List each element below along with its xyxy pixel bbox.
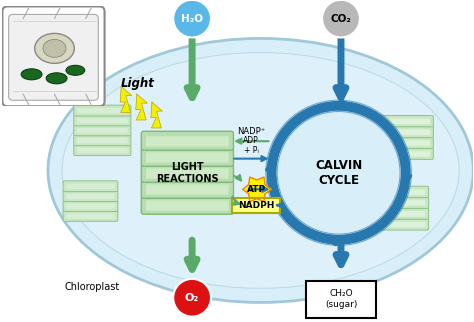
- FancyBboxPatch shape: [141, 195, 234, 214]
- FancyBboxPatch shape: [381, 116, 433, 127]
- FancyBboxPatch shape: [141, 179, 234, 198]
- FancyBboxPatch shape: [376, 186, 428, 197]
- FancyBboxPatch shape: [384, 151, 430, 157]
- Ellipse shape: [66, 65, 85, 75]
- Text: CH₂O
(sugar): CH₂O (sugar): [325, 289, 357, 309]
- FancyBboxPatch shape: [9, 14, 98, 100]
- FancyBboxPatch shape: [376, 197, 428, 208]
- FancyBboxPatch shape: [380, 222, 425, 227]
- FancyBboxPatch shape: [141, 147, 234, 166]
- FancyBboxPatch shape: [2, 6, 105, 106]
- FancyBboxPatch shape: [66, 204, 115, 209]
- Ellipse shape: [35, 33, 74, 63]
- Text: O₂: O₂: [185, 293, 199, 303]
- FancyBboxPatch shape: [146, 184, 229, 195]
- FancyBboxPatch shape: [146, 200, 229, 211]
- FancyBboxPatch shape: [63, 211, 118, 221]
- FancyBboxPatch shape: [141, 163, 234, 182]
- FancyBboxPatch shape: [63, 201, 118, 212]
- FancyBboxPatch shape: [77, 108, 128, 113]
- FancyBboxPatch shape: [74, 105, 131, 116]
- Text: LIGHT
REACTIONS: LIGHT REACTIONS: [156, 162, 219, 184]
- FancyBboxPatch shape: [146, 152, 229, 163]
- Ellipse shape: [46, 73, 67, 84]
- Circle shape: [173, 0, 211, 37]
- FancyBboxPatch shape: [146, 168, 229, 179]
- Text: Light: Light: [121, 77, 155, 90]
- Polygon shape: [120, 87, 132, 112]
- FancyBboxPatch shape: [380, 200, 425, 206]
- FancyBboxPatch shape: [74, 125, 131, 136]
- FancyBboxPatch shape: [63, 191, 118, 202]
- Text: CO₂: CO₂: [330, 14, 351, 24]
- Ellipse shape: [48, 38, 474, 302]
- Text: CALVIN
CYCLE: CALVIN CYCLE: [315, 159, 362, 187]
- FancyBboxPatch shape: [381, 137, 433, 148]
- FancyBboxPatch shape: [74, 115, 131, 126]
- FancyBboxPatch shape: [63, 181, 118, 192]
- FancyBboxPatch shape: [384, 118, 430, 124]
- Text: Chloroplast: Chloroplast: [64, 282, 120, 292]
- FancyBboxPatch shape: [77, 118, 128, 123]
- Ellipse shape: [62, 52, 459, 288]
- FancyBboxPatch shape: [74, 145, 131, 156]
- FancyBboxPatch shape: [66, 213, 115, 219]
- FancyBboxPatch shape: [376, 219, 428, 230]
- FancyBboxPatch shape: [66, 194, 115, 199]
- Text: H₂O: H₂O: [181, 14, 203, 24]
- FancyBboxPatch shape: [381, 148, 433, 159]
- Polygon shape: [151, 102, 162, 128]
- FancyArrowPatch shape: [55, 62, 78, 104]
- Ellipse shape: [21, 69, 42, 80]
- FancyBboxPatch shape: [384, 129, 430, 135]
- FancyBboxPatch shape: [66, 184, 115, 189]
- Text: ATP: ATP: [247, 185, 266, 194]
- Circle shape: [322, 0, 360, 37]
- Circle shape: [272, 106, 406, 240]
- Text: NADPH: NADPH: [238, 201, 274, 210]
- FancyBboxPatch shape: [376, 208, 428, 219]
- FancyBboxPatch shape: [146, 136, 229, 147]
- FancyBboxPatch shape: [77, 138, 128, 143]
- FancyBboxPatch shape: [77, 128, 128, 133]
- FancyBboxPatch shape: [77, 148, 128, 153]
- FancyBboxPatch shape: [74, 135, 131, 146]
- Polygon shape: [243, 177, 271, 202]
- Polygon shape: [136, 94, 147, 120]
- Text: ADP
+ Pᵢ: ADP + Pᵢ: [243, 136, 259, 155]
- FancyBboxPatch shape: [306, 281, 376, 317]
- FancyBboxPatch shape: [384, 140, 430, 146]
- Ellipse shape: [43, 39, 66, 57]
- Text: NADP⁺: NADP⁺: [237, 128, 265, 137]
- FancyBboxPatch shape: [380, 211, 425, 217]
- FancyBboxPatch shape: [381, 126, 433, 138]
- FancyBboxPatch shape: [380, 189, 425, 195]
- Circle shape: [173, 279, 211, 317]
- FancyBboxPatch shape: [141, 131, 234, 150]
- FancyBboxPatch shape: [232, 198, 280, 213]
